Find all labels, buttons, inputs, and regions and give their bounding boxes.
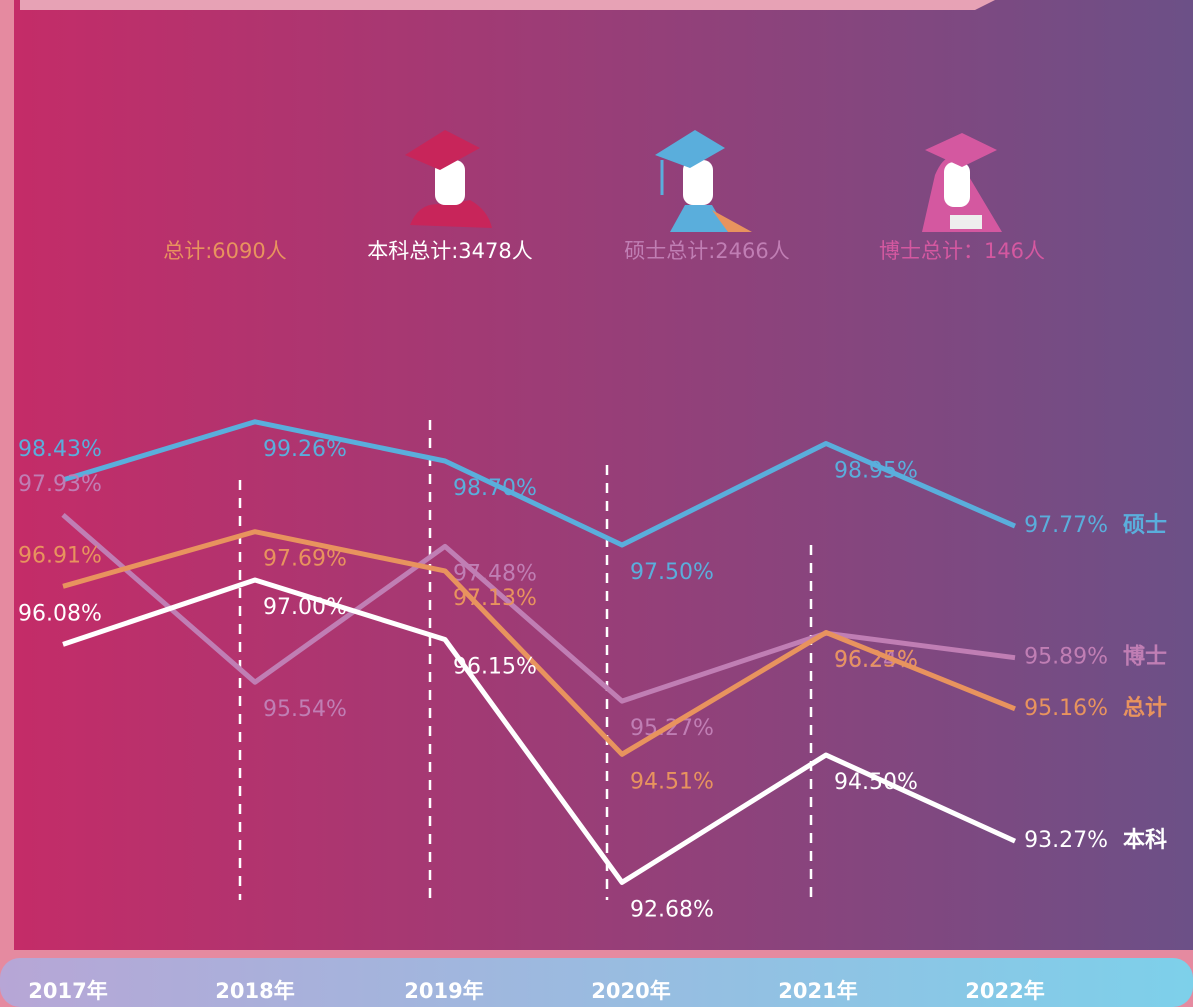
total-label: 总计:6090人	[163, 239, 287, 263]
value-label: 95.16%	[1024, 696, 1108, 721]
value-label: 97.77%	[1024, 513, 1108, 538]
total-label: 本科总计:3478人	[367, 239, 533, 263]
value-label: 94.50%	[834, 770, 918, 795]
x-tick-label: 2018年	[215, 979, 294, 1003]
value-label: 96.25%	[834, 648, 918, 673]
value-label: 96.08%	[18, 601, 102, 626]
value-label: 97.50%	[630, 560, 714, 585]
value-label: 95.89%	[1024, 645, 1108, 670]
value-label: 93.27%	[1024, 828, 1108, 853]
value-label: 98.70%	[453, 476, 537, 501]
legend-label: 总计	[1123, 695, 1167, 721]
total-label: 博士总计：146人	[879, 239, 1045, 263]
value-label: 97.69%	[263, 547, 347, 572]
value-label: 94.51%	[630, 769, 714, 794]
value-label: 95.54%	[263, 697, 347, 722]
background	[14, 0, 1193, 950]
legend-label: 博士	[1123, 644, 1167, 670]
value-label: 96.91%	[18, 543, 102, 568]
x-tick-label: 2019年	[404, 979, 483, 1003]
x-tick-label: 2017年	[28, 979, 107, 1003]
value-label: 92.68%	[630, 897, 714, 922]
value-label: 98.95%	[834, 459, 918, 484]
top-band	[20, 0, 995, 10]
x-tick-label: 2020年	[591, 979, 670, 1003]
value-label: 97.13%	[453, 586, 537, 611]
value-label: 98.43%	[18, 437, 102, 462]
legend-label: 本科	[1123, 828, 1167, 853]
value-label: 99.26%	[263, 437, 347, 462]
total-label: 硕士总计:2466人	[624, 239, 790, 263]
x-tick-label: 2022年	[965, 979, 1044, 1003]
x-tick-label: 2021年	[778, 979, 857, 1003]
value-label: 96.15%	[453, 655, 537, 680]
value-label: 97.93%	[18, 472, 102, 497]
value-label: 95.27%	[630, 716, 714, 741]
value-label: 97.00%	[263, 595, 347, 620]
chart: 总计:6090人 本科总计:3478人 硕士总计:2466人 博士总计：146人 201…	[0, 0, 1193, 1007]
value-label: 97.48%	[453, 561, 537, 586]
legend-label: 硕士	[1123, 513, 1167, 538]
